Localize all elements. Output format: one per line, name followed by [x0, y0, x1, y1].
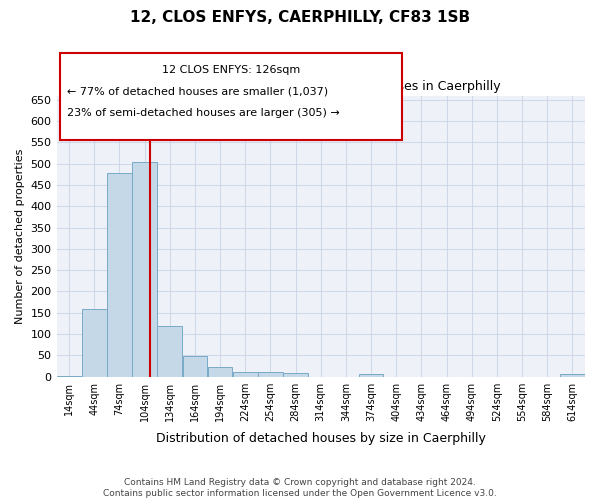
Title: Size of property relative to detached houses in Caerphilly: Size of property relative to detached ho…	[140, 80, 501, 93]
Y-axis label: Number of detached properties: Number of detached properties	[15, 148, 25, 324]
Bar	[182, 356, 208, 376]
Text: 12 CLOS ENFYS: 126sqm: 12 CLOS ENFYS: 126sqm	[162, 65, 300, 75]
Text: 23% of semi-detached houses are larger (305) →: 23% of semi-detached houses are larger (…	[67, 108, 340, 118]
X-axis label: Distribution of detached houses by size in Caerphilly: Distribution of detached houses by size …	[156, 432, 486, 445]
Bar	[233, 372, 257, 376]
Bar	[82, 310, 107, 376]
Text: ← 77% of detached houses are smaller (1,037): ← 77% of detached houses are smaller (1,…	[67, 86, 328, 97]
Bar	[359, 374, 383, 376]
Bar	[107, 174, 132, 376]
Bar	[157, 326, 182, 376]
Text: 12, CLOS ENFYS, CAERPHILLY, CF83 1SB: 12, CLOS ENFYS, CAERPHILLY, CF83 1SB	[130, 10, 470, 25]
Bar	[132, 162, 157, 376]
Bar	[560, 374, 585, 376]
Text: Contains HM Land Registry data © Crown copyright and database right 2024.
Contai: Contains HM Land Registry data © Crown c…	[103, 478, 497, 498]
Bar	[283, 373, 308, 376]
Bar	[258, 372, 283, 376]
Bar	[208, 368, 232, 376]
